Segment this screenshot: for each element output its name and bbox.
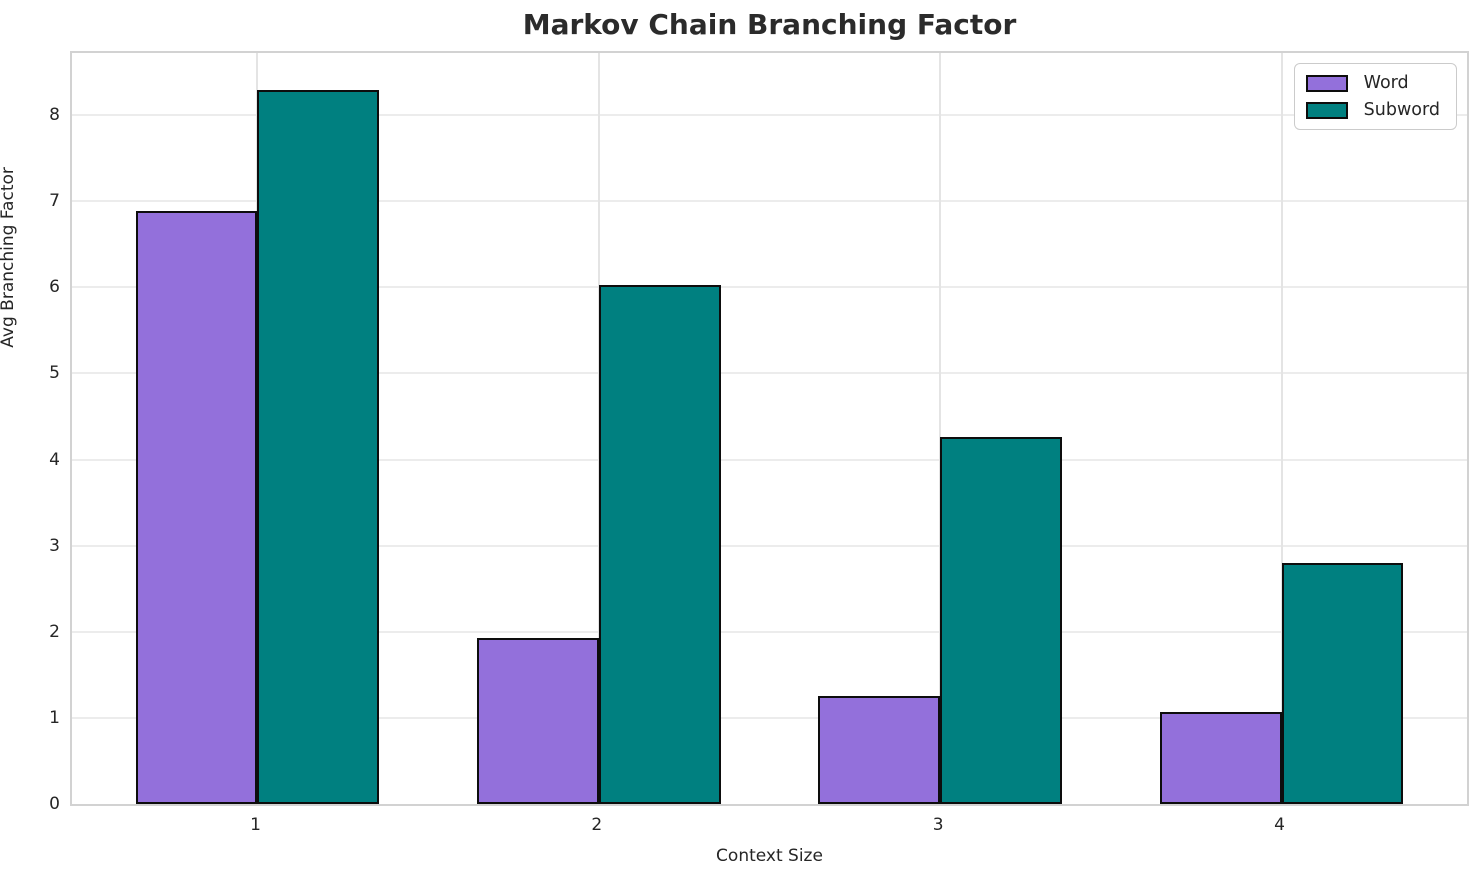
- legend: Word Subword: [1293, 63, 1457, 130]
- gridline-h: [72, 716, 1467, 719]
- y-tick-label: 4: [49, 449, 60, 470]
- y-tick-label: 7: [49, 191, 60, 212]
- gridline-v: [1280, 53, 1283, 804]
- x-tick-label: 3: [932, 815, 944, 835]
- plot-area: Word Subword: [70, 51, 1469, 806]
- y-tick-label: 2: [49, 621, 60, 642]
- legend-swatch-icon: [1305, 74, 1348, 92]
- y-tick-label: 8: [49, 105, 60, 125]
- y-tick-label: 1: [49, 707, 60, 728]
- gridline-h: [72, 458, 1467, 461]
- x-tick-label: 2: [591, 815, 603, 835]
- gridline-h: [72, 372, 1467, 375]
- y-tick-label: 5: [49, 363, 60, 384]
- bar-subword-2: [598, 284, 721, 804]
- legend-swatch-icon: [1305, 101, 1348, 119]
- bar-word-3: [818, 696, 941, 804]
- bar-subword-1: [257, 90, 380, 804]
- gridline-h: [72, 286, 1467, 289]
- gridline-h: [72, 630, 1467, 633]
- x-tick-label: 4: [1274, 815, 1285, 835]
- x-tick-label: 1: [250, 815, 261, 835]
- bar-subword-4: [1281, 562, 1404, 804]
- gridline-h: [72, 544, 1467, 547]
- y-tick-label: 0: [49, 794, 60, 814]
- gridline-v: [939, 53, 942, 804]
- y-tick-label: 3: [49, 535, 60, 556]
- x-axis-label: Context Size: [716, 846, 823, 866]
- gridline-h: [72, 114, 1467, 117]
- bar-word-4: [1159, 711, 1282, 804]
- chart-title: Markov Chain Branching Factor: [522, 8, 1017, 41]
- gridline-h: [72, 200, 1467, 203]
- legend-label: Subword: [1363, 100, 1440, 120]
- legend-item-word: Word: [1305, 73, 1440, 93]
- y-tick-label: 6: [49, 277, 60, 298]
- bar-word-1: [135, 211, 258, 804]
- bar-word-2: [476, 637, 599, 804]
- bar-subword-3: [940, 437, 1063, 804]
- legend-item-subword: Subword: [1305, 100, 1440, 120]
- legend-label: Word: [1363, 73, 1409, 93]
